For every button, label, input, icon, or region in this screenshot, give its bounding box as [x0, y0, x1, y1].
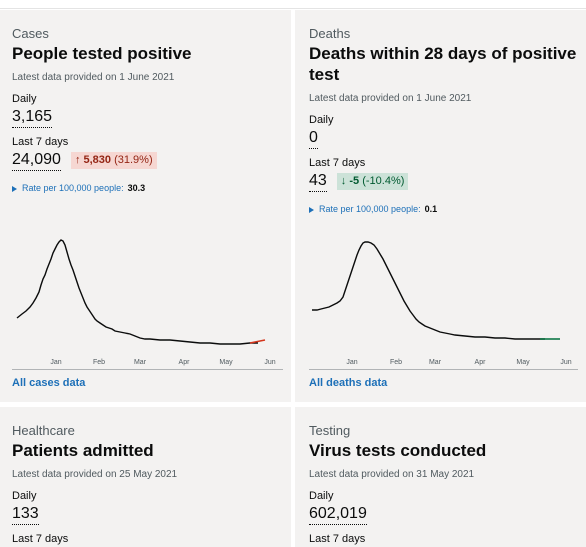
- deaths-trend-line: [312, 241, 545, 340]
- month-tick: Mar: [134, 359, 147, 366]
- cases-sparkline: Jan Feb Mar Apr May Jun: [0, 215, 291, 370]
- week-label: Last 7 days: [309, 157, 366, 169]
- daily-label: Daily: [12, 490, 37, 502]
- cases-sparkline-svg: Jan Feb Mar Apr May Jun: [16, 239, 276, 366]
- rate-toggle[interactable]: Rate per 100,000 people: 0.1: [309, 204, 578, 215]
- daily-value[interactable]: 3,165: [12, 107, 53, 128]
- card-title: Deaths within 28 days of positive test: [309, 44, 577, 84]
- cases-trend-line-recent: [249, 339, 266, 344]
- deaths-sparkline: Jan Feb Mar Apr May Jun: [295, 215, 586, 370]
- last-updated: Latest data provided on 31 May 2021: [309, 469, 475, 480]
- daily-label: Daily: [309, 490, 334, 502]
- month-tick: Mar: [429, 359, 442, 366]
- month-tick: May: [219, 359, 233, 366]
- month-tick: Jun: [560, 359, 571, 366]
- healthcare-card: Healthcare Patients admitted Latest data…: [0, 407, 291, 547]
- daily-value[interactable]: 0: [309, 128, 318, 149]
- last-updated: Latest data provided on 25 May 2021: [12, 469, 178, 480]
- arrow-down-icon: ↓: [340, 174, 347, 187]
- deaths-sparkline-svg: Jan Feb Mar Apr May Jun: [312, 241, 572, 366]
- card-caption: Cases: [12, 26, 49, 41]
- week-value[interactable]: 43: [309, 171, 327, 192]
- testing-card: Testing Virus tests conducted Latest dat…: [295, 407, 586, 547]
- top-border: [0, 0, 586, 9]
- cases-card: Cases People tested positive Latest data…: [0, 10, 291, 402]
- month-tick: Feb: [390, 359, 402, 366]
- all-cases-link[interactable]: All cases data: [12, 377, 86, 389]
- cases-trend-line: [16, 239, 258, 345]
- month-tick: Jan: [50, 359, 61, 366]
- daily-label: Daily: [309, 114, 334, 126]
- change-value: -5: [349, 174, 360, 187]
- card-caption: Deaths: [309, 26, 351, 41]
- triangle-right-icon: [12, 185, 17, 192]
- change-badge[interactable]: ↓ -5 (-10.4%): [336, 172, 409, 190]
- change-badge[interactable]: ↑ 5,830 (31.9%): [70, 151, 157, 169]
- triangle-right-icon: [309, 206, 314, 213]
- month-tick: Apr: [179, 359, 191, 366]
- week-label: Last 7 days: [309, 533, 366, 545]
- daily-label: Daily: [12, 93, 37, 105]
- rate-value: 0.1: [424, 204, 438, 214]
- daily-value[interactable]: 602,019: [309, 504, 367, 525]
- card-title: Virus tests conducted: [309, 441, 487, 460]
- all-deaths-link[interactable]: All deaths data: [309, 377, 388, 389]
- week-value[interactable]: 24,090: [12, 150, 61, 171]
- card-caption: Testing: [309, 423, 351, 438]
- month-tick: May: [516, 359, 530, 366]
- month-tick: Jan: [346, 359, 357, 366]
- rate-value: 30.3: [127, 183, 146, 193]
- week-label: Last 7 days: [12, 136, 69, 148]
- change-percent: (-10.4%): [362, 174, 405, 187]
- last-updated: Latest data provided on 1 June 2021: [309, 93, 472, 104]
- card-caption: Healthcare: [12, 423, 75, 438]
- rate-label: Rate per 100,000 people:: [22, 183, 124, 193]
- daily-value[interactable]: 133: [12, 504, 39, 525]
- last-updated: Latest data provided on 1 June 2021: [12, 72, 175, 83]
- week-label: Last 7 days: [12, 533, 69, 545]
- rate-toggle[interactable]: Rate per 100,000 people: 30.3: [12, 183, 283, 194]
- divider: [12, 369, 283, 370]
- card-title: Patients admitted: [12, 441, 154, 460]
- month-tick: Jun: [264, 359, 275, 366]
- arrow-up-icon: ↑: [74, 153, 81, 166]
- rate-label: Rate per 100,000 people:: [319, 204, 421, 214]
- change-percent: (31.9%): [114, 153, 153, 166]
- month-tick: Apr: [475, 359, 487, 366]
- change-value: 5,830: [83, 153, 112, 166]
- divider: [309, 369, 578, 370]
- card-title: People tested positive: [12, 44, 192, 63]
- month-tick: Feb: [93, 359, 105, 366]
- deaths-card: Deaths Deaths within 28 days of positive…: [295, 10, 586, 402]
